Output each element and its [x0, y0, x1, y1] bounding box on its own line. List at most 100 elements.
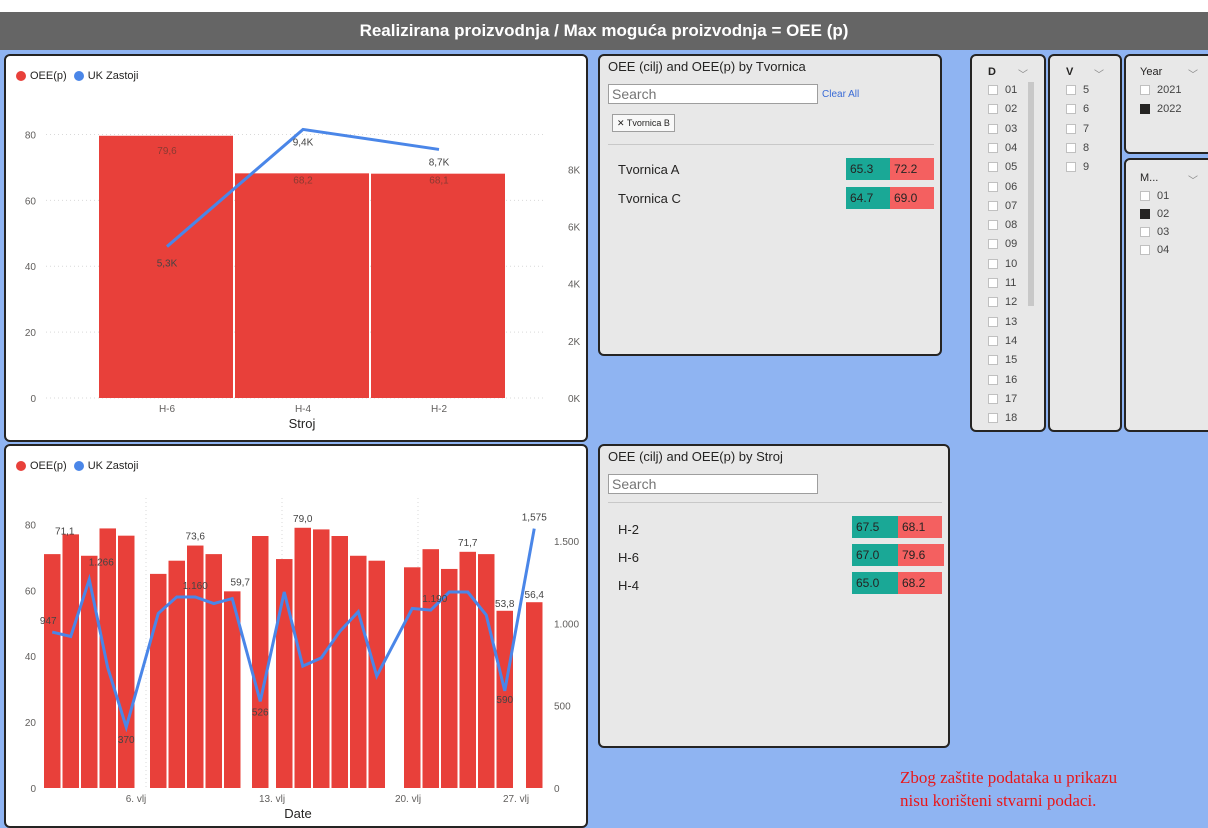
- slicer-item[interactable]: 10: [988, 258, 1017, 270]
- checkbox[interactable]: [988, 220, 998, 231]
- slicer-item-label: 7: [1083, 122, 1090, 135]
- checkbox[interactable]: [988, 200, 998, 211]
- table-row-label[interactable]: H-2: [618, 522, 639, 537]
- slicer-item[interactable]: 18: [988, 412, 1017, 424]
- checkbox[interactable]: [988, 85, 998, 95]
- chevron-down-icon[interactable]: ﹀: [1094, 70, 1104, 81]
- checkbox[interactable]: [1066, 123, 1076, 134]
- chevron-down-icon[interactable]: ﹀: [1188, 70, 1198, 81]
- stroj-search-input[interactable]: [608, 474, 818, 494]
- slicer-item[interactable]: 2021: [1140, 84, 1181, 96]
- checkbox[interactable]: [988, 355, 998, 366]
- checkbox[interactable]: [1140, 227, 1150, 237]
- slicer-item-label: 13: [1005, 315, 1018, 328]
- y-tick-label: 80: [25, 130, 37, 141]
- chart-by-date[interactable]: OEE(p) UK Zastoji 0 20 40 60 80 0 500 1.000 1.50…: [4, 444, 588, 828]
- bar: [205, 554, 222, 788]
- slicer-item[interactable]: 6: [1066, 103, 1089, 115]
- checkbox[interactable]: [988, 142, 998, 153]
- checkbox[interactable]: [988, 239, 998, 250]
- disclaimer: Zbog zaštite podataka u prikazu nisu kor…: [900, 766, 1117, 812]
- checkbox[interactable]: [988, 316, 998, 327]
- chevron-down-icon[interactable]: ﹀: [1188, 176, 1198, 187]
- checkbox[interactable]: [988, 393, 998, 404]
- slicer-item[interactable]: 17: [988, 393, 1017, 405]
- slicer-item[interactable]: 13: [988, 316, 1017, 328]
- slicer-item[interactable]: 16: [988, 374, 1017, 386]
- legend-dot-oee-icon: [16, 71, 26, 81]
- disclaimer-line-2: nisu korišteni stvarni podaci.: [900, 791, 1097, 810]
- checkbox[interactable]: [1066, 104, 1076, 115]
- slicer-item[interactable]: 01: [988, 84, 1017, 96]
- table-row-label[interactable]: H-6: [618, 550, 639, 565]
- y-tick-label: 0: [30, 784, 36, 795]
- bar: [294, 527, 311, 788]
- chart-by-stroj[interactable]: OEE(p) UK Zastoji 0 20 40 60 80 0K 2K 4K 6K 8K 79,…: [4, 54, 588, 442]
- slicer-item-label: 2021: [1157, 84, 1182, 96]
- checkbox[interactable]: [988, 181, 998, 192]
- chart-canvas-top: 0 20 40 60 80 0K 2K 4K 6K 8K 79,6 H-6 68,2 H-4 68,1 H-2…: [25, 127, 581, 431]
- x-tick-label: 20. vlj: [395, 794, 421, 805]
- tvornica-search-input[interactable]: [608, 84, 818, 104]
- slicer-item[interactable]: 03: [1140, 226, 1169, 238]
- filter-chip-tvornica-b[interactable]: ✕ Tvornica B: [612, 114, 675, 132]
- scrollbar[interactable]: [1028, 82, 1034, 306]
- x-tick-label: 6. vlj: [126, 794, 147, 805]
- y2-tick-label: 500: [554, 702, 571, 713]
- chevron-down-icon[interactable]: ﹀: [1018, 70, 1028, 81]
- close-icon[interactable]: ✕: [617, 118, 625, 128]
- clear-all-link[interactable]: Clear All: [822, 89, 860, 100]
- slicer-item[interactable]: 12: [988, 296, 1017, 308]
- checkbox[interactable]: [1066, 142, 1076, 153]
- slicer-item[interactable]: 03: [988, 123, 1017, 135]
- slicer-item[interactable]: 02: [988, 103, 1017, 115]
- checkbox[interactable]: [988, 278, 998, 288]
- slicer-week: V ﹀ 5 6 7 8 9: [1048, 54, 1122, 432]
- checkbox[interactable]: [988, 104, 998, 115]
- oee-p-cell: 68.1: [898, 516, 942, 538]
- slicer-item[interactable]: 2022: [1140, 103, 1181, 115]
- y-tick-label: 60: [25, 586, 37, 597]
- slicer-item[interactable]: 05: [988, 161, 1017, 173]
- checkbox[interactable]: [1140, 191, 1150, 201]
- checkbox[interactable]: [988, 335, 998, 346]
- table-row-label[interactable]: Tvornica A: [618, 162, 680, 177]
- checkbox[interactable]: [988, 258, 998, 269]
- checkbox[interactable]: [988, 374, 998, 385]
- table-row-label[interactable]: Tvornica C: [618, 191, 681, 206]
- slicer-item[interactable]: 7: [1066, 123, 1089, 135]
- checkbox[interactable]: [1140, 245, 1150, 255]
- checkbox[interactable]: [1140, 104, 1150, 114]
- checkbox[interactable]: [1066, 85, 1076, 95]
- y-tick-label: 40: [25, 652, 37, 663]
- slicer-item-label: 17: [1005, 392, 1018, 405]
- checkbox[interactable]: [988, 413, 998, 424]
- slicer-item[interactable]: 04: [988, 142, 1017, 154]
- slicer-item-label: 6: [1083, 103, 1090, 116]
- checkbox[interactable]: [988, 297, 998, 308]
- slicer-item[interactable]: 06: [988, 181, 1017, 193]
- slicer-item[interactable]: 8: [1066, 142, 1089, 154]
- data-label: 5,3K: [157, 259, 178, 270]
- checkbox[interactable]: [988, 123, 998, 134]
- bar: [224, 591, 241, 788]
- slicer-item[interactable]: 11: [988, 277, 1016, 289]
- slicer-item[interactable]: 04: [1140, 244, 1169, 256]
- oee-p-cell: 68.2: [898, 572, 942, 594]
- checkbox[interactable]: [1140, 85, 1150, 95]
- slicer-item[interactable]: 14: [988, 335, 1017, 347]
- chart-canvas-bottom: 0 20 40 60 80 0 500 1.000 1.500 71,1 947 1.266 370 73…: [25, 498, 579, 821]
- slicer-month-title: M...: [1140, 172, 1159, 184]
- slicer-item[interactable]: 09: [988, 238, 1017, 250]
- slicer-item[interactable]: 01: [1140, 190, 1169, 202]
- table-row-label[interactable]: H-4: [618, 578, 639, 593]
- checkbox[interactable]: [1066, 162, 1076, 173]
- slicer-item[interactable]: 15: [988, 354, 1017, 366]
- slicer-item[interactable]: 9: [1066, 161, 1089, 173]
- slicer-item[interactable]: 5: [1066, 84, 1089, 96]
- slicer-item[interactable]: 08: [988, 219, 1017, 231]
- slicer-item[interactable]: 07: [988, 200, 1017, 212]
- slicer-item[interactable]: 02: [1140, 208, 1169, 220]
- checkbox[interactable]: [988, 162, 998, 173]
- checkbox[interactable]: [1140, 209, 1150, 219]
